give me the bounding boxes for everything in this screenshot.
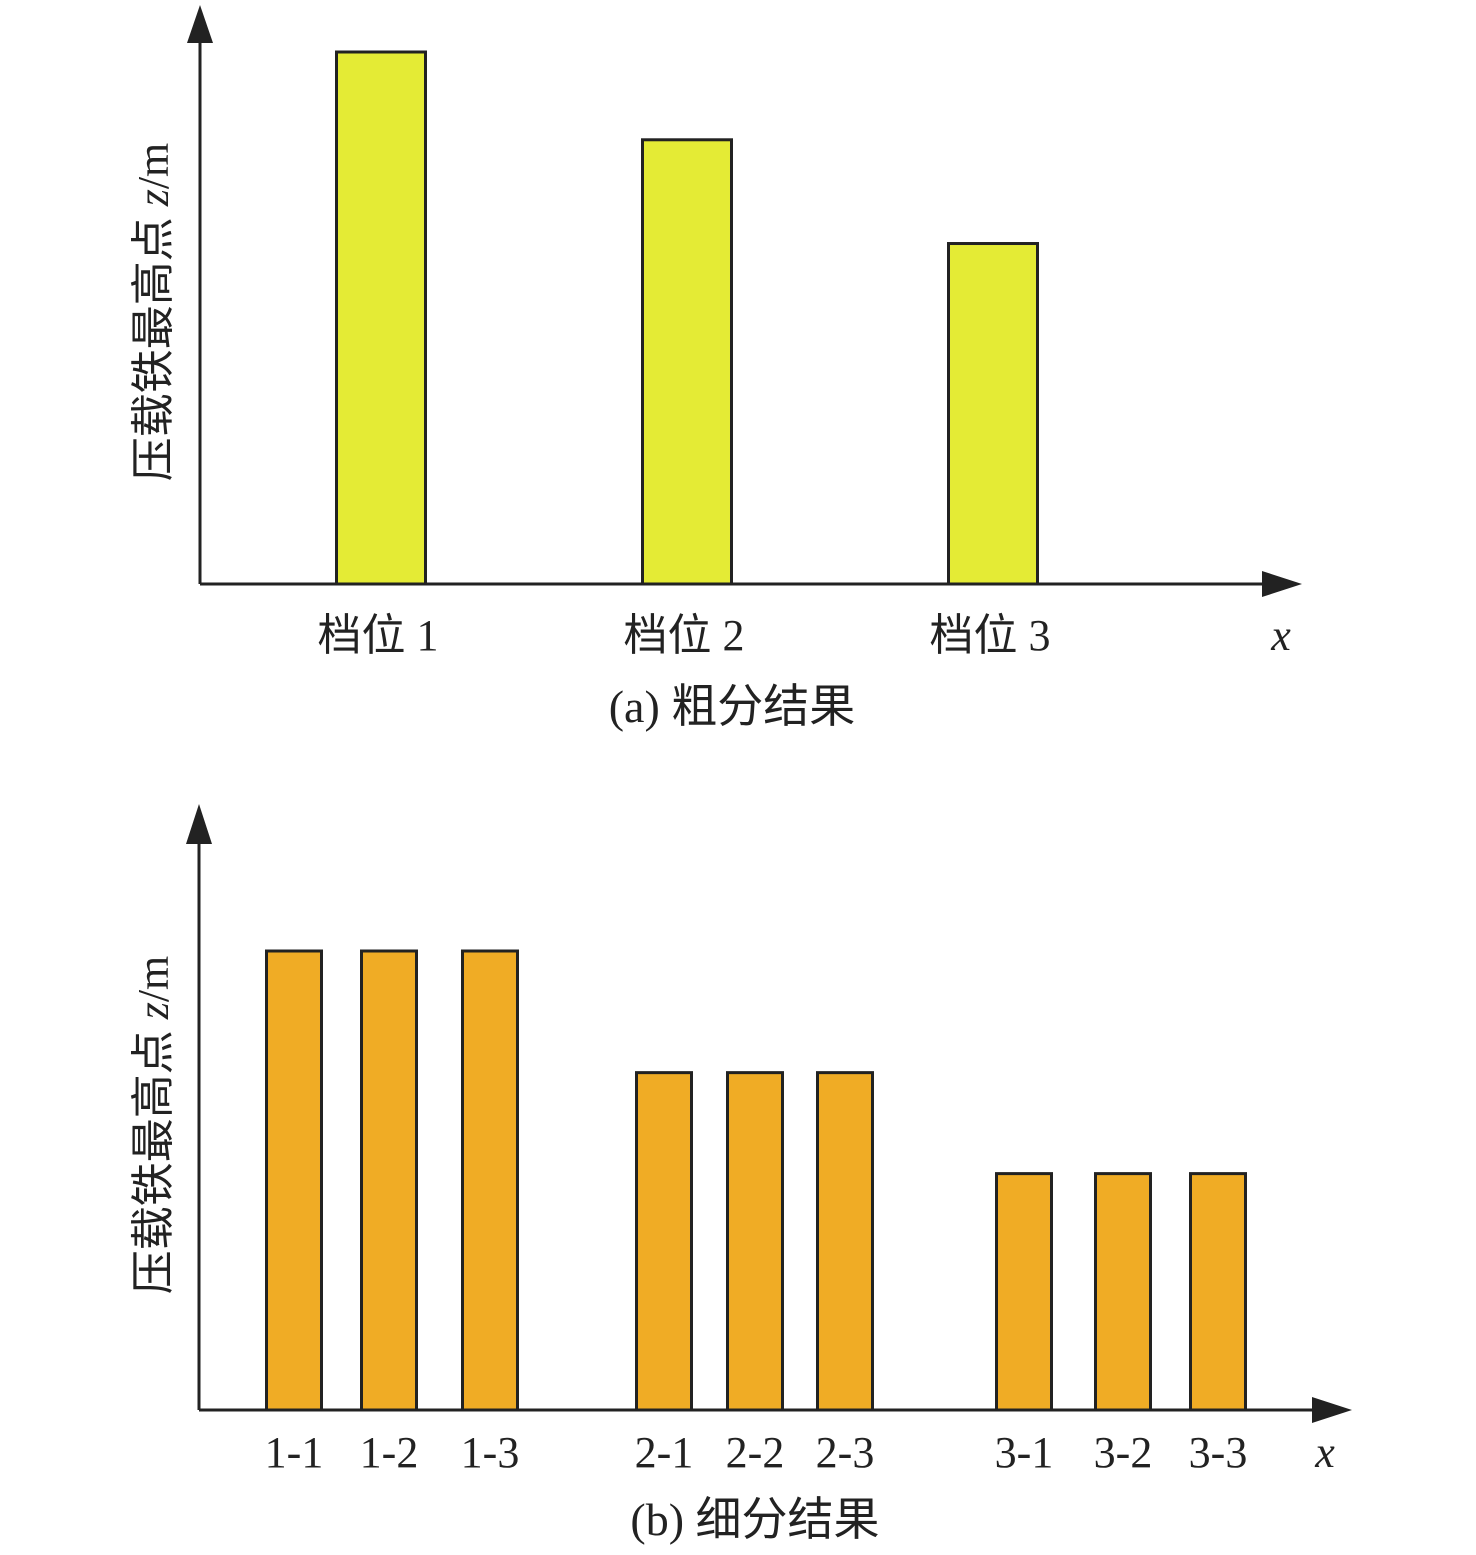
chart-a: 档位 1 档位 2 档位 3 x 压载铁最高点 z/m (a) 粗分结果	[129, 5, 1302, 732]
chart-b-bar-5	[726, 1071, 784, 1412]
chart-a-caption: (a) 粗分结果	[609, 681, 856, 732]
chart-b-tick-label-6: 2-3	[816, 1428, 875, 1477]
chart-b-y-axis-label-text: 压载铁最高点	[129, 1019, 178, 1294]
chart-b-bars	[265, 949, 1247, 1412]
chart-a-y-axis-label: 压载铁最高点 z/m	[129, 143, 178, 482]
chart-b-caption: (b) 细分结果	[630, 1494, 879, 1545]
chart-b-tick-label-2: 1-2	[360, 1428, 419, 1477]
chart-b-tick-label-9: 3-3	[1189, 1428, 1248, 1477]
chart-b-y-axis-arrow	[186, 804, 212, 844]
chart-b-y-axis-label-unit: /m	[129, 956, 178, 1002]
chart-b-bar-4	[635, 1071, 693, 1412]
chart-b-tick-label-3: 1-3	[461, 1428, 520, 1477]
chart-a-bar-3	[947, 242, 1039, 586]
chart-b-bar-7	[995, 1172, 1053, 1412]
chart-b-tick-labels: 1-1 1-2 1-3 2-1 2-2 2-3 3-1 3-2 3-3	[265, 1428, 1248, 1477]
chart-b-bar-8	[1094, 1172, 1152, 1412]
chart-b-x-axis-label: x	[1314, 1428, 1335, 1477]
chart-b-y-axis-label-var: z	[129, 1002, 178, 1020]
chart-a-x-axis-arrow	[1262, 571, 1302, 597]
chart-a-bars	[335, 50, 1039, 586]
chart-a-tick-label-1: 档位 1	[318, 611, 439, 660]
chart-b-tick-label-5: 2-2	[726, 1428, 785, 1477]
chart-a-tick-labels: 档位 1 档位 2 档位 3	[318, 611, 1051, 660]
chart-a-y-axis-label-unit: /m	[129, 143, 178, 189]
chart-b-bar-3	[461, 949, 519, 1412]
chart-b-tick-label-8: 3-2	[1094, 1428, 1153, 1477]
chart-a-y-axis-label-text: 压载铁最高点	[129, 206, 178, 481]
chart-b-y-axis-label: 压载铁最高点 z/m	[129, 956, 178, 1295]
chart-b-bar-9	[1189, 1172, 1247, 1412]
chart-b-tick-label-4: 2-1	[635, 1428, 694, 1477]
chart-a-bar-2	[641, 138, 733, 586]
chart-b-tick-label-1: 1-1	[265, 1428, 324, 1477]
chart-a-y-axis-arrow	[187, 5, 213, 43]
chart-a-y-axis-label-var: z	[129, 189, 178, 207]
chart-b-bar-2	[360, 949, 418, 1412]
chart-b-x-axis-arrow	[1312, 1397, 1352, 1423]
chart-a-x-axis-label: x	[1270, 611, 1291, 660]
chart-a-tick-label-2: 档位 2	[624, 611, 745, 660]
chart-b-bar-6	[816, 1071, 874, 1412]
chart-b-bar-1	[265, 949, 323, 1412]
chart-a-bar-1	[335, 50, 427, 586]
chart-b-tick-label-7: 3-1	[995, 1428, 1054, 1477]
chart-b: 1-1 1-2 1-3 2-1 2-2 2-3 3-1 3-2 3-3 x 压载铁最高点 z/m…	[129, 804, 1352, 1545]
chart-a-tick-label-3: 档位 3	[930, 611, 1051, 660]
